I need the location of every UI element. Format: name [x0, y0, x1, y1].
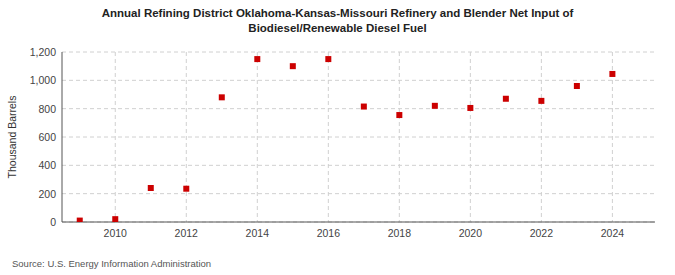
x-grid-line — [612, 52, 613, 222]
y-grid-line — [62, 165, 655, 166]
y-grid-line — [62, 193, 655, 194]
x-grid-line — [541, 52, 542, 222]
point — [574, 83, 580, 89]
x-tick-label: 2018 — [388, 227, 412, 239]
point — [325, 56, 331, 62]
x-tick-label: 2020 — [459, 227, 483, 239]
y-tick-label: 1,000 — [30, 74, 56, 86]
y-grid-line — [62, 222, 655, 223]
y-grid-line — [62, 52, 655, 53]
x-grid-line — [257, 52, 258, 222]
chart: Annual Refining District Oklahoma-Kansas… — [0, 0, 675, 275]
x-grid-line — [115, 52, 116, 222]
point — [254, 56, 260, 62]
point — [432, 103, 438, 109]
y-axis-label: Thousand Barrels — [6, 96, 18, 179]
x-tick-label: 2016 — [317, 227, 341, 239]
point — [609, 71, 615, 77]
x-axis-line — [62, 222, 655, 223]
point — [77, 218, 83, 222]
x-grid-line — [186, 52, 187, 222]
point — [148, 185, 154, 191]
y-tick-label: 1,200 — [30, 46, 56, 58]
point — [467, 105, 473, 111]
y-tick-label: 0 — [50, 216, 56, 228]
x-tick-label: 2012 — [175, 227, 199, 239]
source: Source: U.S. Energy Information Administ… — [12, 258, 211, 269]
point — [290, 63, 296, 69]
title: Annual Refining District Oklahoma-Kansas… — [102, 7, 574, 34]
y-grid-line — [62, 80, 655, 81]
point — [361, 104, 367, 110]
points — [77, 56, 616, 222]
y-tick-label: 200 — [38, 188, 56, 200]
y-grid-line — [62, 137, 655, 138]
point — [112, 216, 118, 222]
x-grid-line — [470, 52, 471, 222]
y-tick-label: 800 — [38, 103, 56, 115]
point — [503, 96, 509, 102]
y-axis-line — [62, 52, 63, 222]
x-tick-label: 2014 — [246, 227, 270, 239]
x-grid-line — [399, 52, 400, 222]
x-tick-label: 2024 — [601, 227, 625, 239]
y-grid-line — [62, 108, 655, 109]
point — [396, 112, 402, 118]
x-tick-label: 2022 — [530, 227, 554, 239]
grid — [62, 52, 655, 222]
x-tick-label: 2010 — [104, 227, 128, 239]
point — [183, 186, 189, 192]
x-grid-line — [328, 52, 329, 222]
y-tick-label: 600 — [38, 131, 56, 143]
point — [219, 94, 225, 100]
y-tick-label: 400 — [38, 159, 56, 171]
point — [538, 98, 544, 104]
